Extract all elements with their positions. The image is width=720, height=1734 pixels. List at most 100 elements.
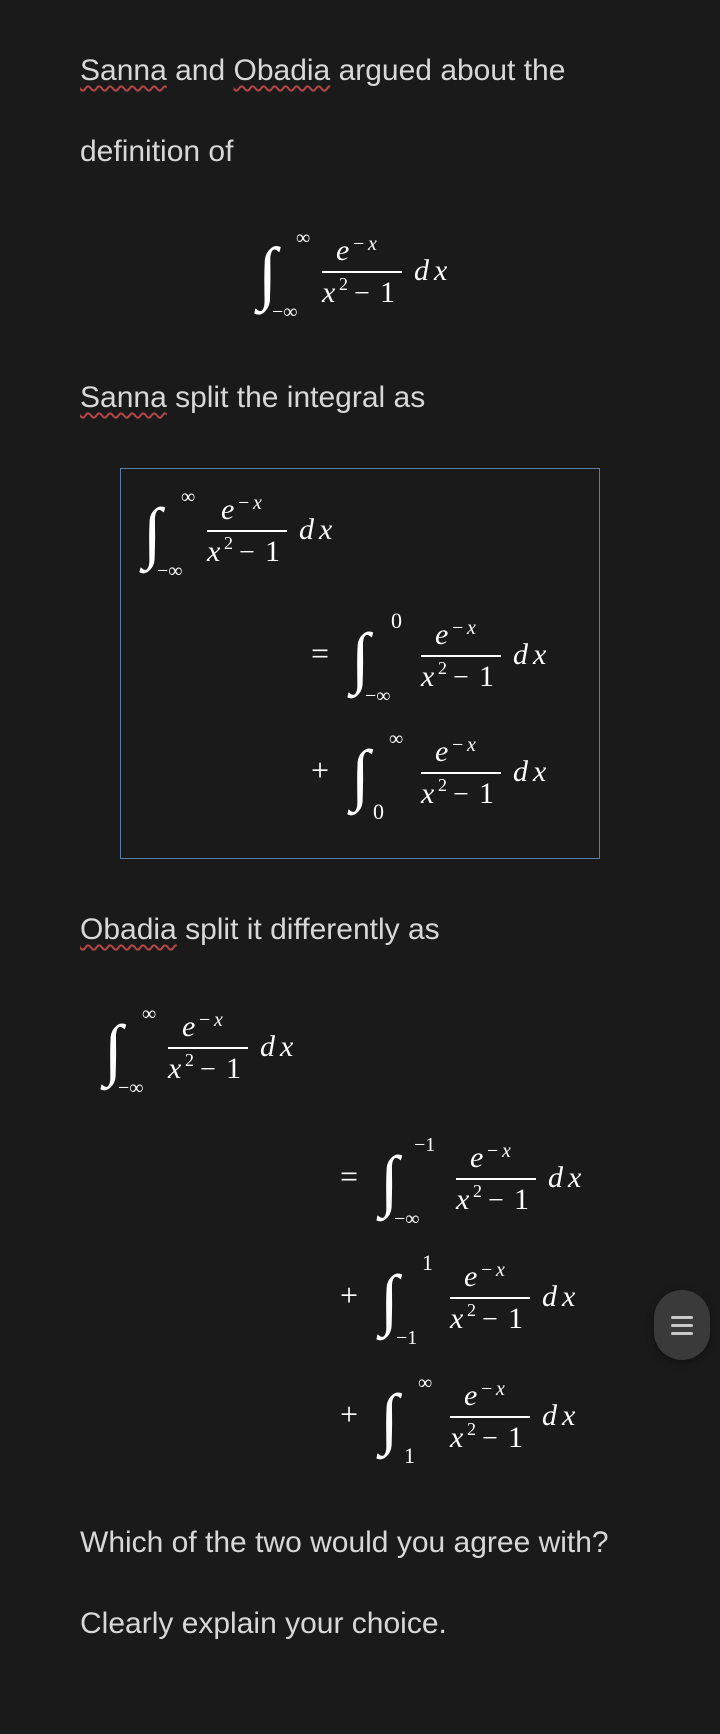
svg-text:∞: ∞ (296, 227, 310, 249)
menu-fab[interactable] (654, 1290, 710, 1360)
svg-text:−: − (353, 233, 364, 255)
svg-text:x: x (495, 1259, 505, 1281)
name-sanna: Sanna (80, 54, 167, 87)
svg-text:x: x (501, 1140, 511, 1162)
svg-text:1: 1 (508, 1421, 523, 1454)
sanna-lhs: ∫ ∞ −∞ e − x x 2 − 1 d x (139, 483, 581, 584)
svg-text:x: x (433, 254, 448, 287)
svg-text:e: e (470, 1141, 483, 1174)
svg-text:x: x (449, 1421, 464, 1454)
svg-text:−: − (453, 662, 469, 693)
svg-text:1: 1 (479, 660, 494, 693)
svg-text:∞: ∞ (389, 728, 403, 750)
svg-text:=: = (340, 1158, 358, 1194)
svg-text:1: 1 (514, 1183, 529, 1216)
svg-text:1: 1 (404, 1443, 415, 1467)
svg-text:∞: ∞ (418, 1372, 432, 1394)
obadia-lhs: ∫ ∞ −∞ e − x x 2 − 1 d x (100, 1000, 620, 1101)
integral-svg: ∫ ∞ −∞ e − x x 2 − 1 d x (240, 222, 480, 322)
svg-text:e: e (435, 618, 448, 651)
svg-text:x: x (495, 1378, 505, 1400)
svg-text:d: d (548, 1161, 564, 1194)
obadia-lhs-svg: ∫ ∞ −∞ e − x x 2 − 1 d x (100, 1000, 330, 1096)
svg-text:−: − (453, 779, 469, 810)
svg-text:x: x (455, 1183, 470, 1216)
svg-text:+: + (340, 1396, 358, 1432)
svg-text:2: 2 (467, 1419, 476, 1439)
svg-text:−: − (200, 1054, 216, 1085)
svg-text:−: − (239, 537, 255, 568)
svg-text:2: 2 (438, 658, 447, 678)
svg-text:x: x (420, 777, 435, 810)
svg-text:d: d (542, 1280, 558, 1313)
svg-text:2: 2 (467, 1300, 476, 1320)
svg-text:−∞: −∞ (157, 560, 183, 579)
svg-text:x: x (321, 276, 336, 309)
svg-text:d: d (542, 1399, 558, 1432)
sanna-part-1: = ∫ 0 −∞ e − x x 2 − 1 d x (139, 606, 581, 711)
sanna-split-text: split the integral as (167, 381, 425, 414)
svg-text:1: 1 (479, 777, 494, 810)
svg-text:x: x (561, 1280, 576, 1313)
svg-text:+: + (340, 1277, 358, 1313)
svg-text:x: x (252, 492, 262, 514)
svg-text:−: − (482, 1423, 498, 1454)
obadia-part-3: + ∫ ∞ 1 e − x x 2 − 1 d x (100, 1367, 620, 1472)
svg-text:e: e (182, 1010, 195, 1043)
svg-text:−∞: −∞ (365, 685, 391, 706)
sanna-lhs-svg: ∫ ∞ −∞ e − x x 2 − 1 d x (139, 483, 369, 579)
svg-text:=: = (311, 635, 329, 671)
intro-text-1: and (167, 54, 234, 87)
main-integral: ∫ ∞ −∞ e − x x 2 − 1 d x (80, 222, 640, 327)
obadia-split-block: ∫ ∞ −∞ e − x x 2 − 1 d x = (80, 1000, 640, 1472)
sanna-rhs1-svg: = ∫ 0 −∞ e − x x 2 − 1 d x (311, 606, 581, 706)
svg-text:2: 2 (224, 533, 233, 553)
svg-text:1: 1 (508, 1302, 523, 1335)
svg-text:e: e (221, 493, 234, 526)
svg-text:x: x (466, 617, 476, 639)
svg-text:x: x (532, 638, 547, 671)
sanna-split-sentence: Sanna split the integral as (80, 357, 640, 438)
sanna-split-box: ∫ ∞ −∞ e − x x 2 − 1 d x = (120, 468, 600, 859)
svg-text:∫: ∫ (347, 736, 374, 816)
svg-text:x: x (561, 1399, 576, 1432)
svg-text:d: d (513, 755, 529, 788)
svg-text:1: 1 (265, 535, 280, 568)
svg-text:−: − (354, 278, 370, 309)
svg-text:0: 0 (373, 799, 384, 823)
svg-text:+: + (311, 752, 329, 788)
svg-text:x: x (466, 734, 476, 756)
svg-text:x: x (167, 1052, 182, 1085)
svg-text:−: − (238, 492, 249, 514)
svg-text:1: 1 (422, 1250, 433, 1275)
svg-text:−∞: −∞ (118, 1077, 144, 1096)
svg-text:x: x (213, 1009, 223, 1031)
svg-text:−: − (488, 1185, 504, 1216)
svg-text:1: 1 (226, 1052, 241, 1085)
sanna-rhs2-svg: + ∫ ∞ 0 e − x x 2 − 1 d x (311, 723, 581, 823)
svg-text:d: d (513, 638, 529, 671)
obadia-rhs2-svg: + ∫ 1 −1 e − x x 2 − 1 d x (340, 1248, 620, 1348)
svg-text:d: d (299, 513, 315, 546)
svg-text:−: − (199, 1009, 210, 1031)
svg-text:e: e (464, 1379, 477, 1412)
svg-text:2: 2 (185, 1050, 194, 1070)
svg-text:e: e (336, 234, 349, 267)
svg-text:x: x (532, 755, 547, 788)
obadia-part-1: = ∫ −1 −∞ e − x x 2 − 1 d x (100, 1129, 620, 1234)
obadia-rhs1-svg: = ∫ −1 −∞ e − x x 2 − 1 d x (340, 1129, 620, 1229)
obadia-part-2: + ∫ 1 −1 e − x x 2 − 1 d x (100, 1248, 620, 1353)
svg-text:−: − (452, 734, 463, 756)
svg-text:x: x (420, 660, 435, 693)
svg-text:−: − (487, 1140, 498, 1162)
svg-text:x: x (206, 535, 221, 568)
svg-text:2: 2 (473, 1181, 482, 1201)
obadia-split-text: split it differently as (177, 913, 440, 946)
hamburger-icon (671, 1324, 693, 1327)
svg-text:x: x (279, 1030, 294, 1063)
svg-text:x: x (567, 1161, 582, 1194)
obadia-rhs3-svg: + ∫ ∞ 1 e − x x 2 − 1 d x (340, 1367, 620, 1467)
svg-text:−∞: −∞ (272, 301, 298, 322)
svg-text:−∞: −∞ (394, 1208, 420, 1229)
obadia-split-sentence: Obadia split it differently as (80, 889, 640, 970)
